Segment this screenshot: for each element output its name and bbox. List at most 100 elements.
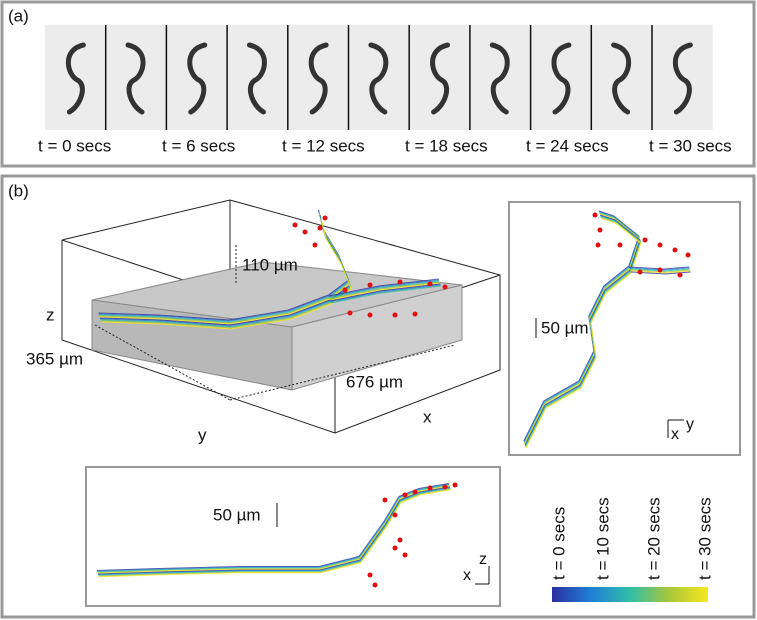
trajectories-side bbox=[96, 482, 458, 588]
endpoint bbox=[412, 311, 418, 317]
endpoint bbox=[597, 227, 603, 233]
scale-label: 50 µm bbox=[541, 318, 589, 337]
endpoint bbox=[397, 537, 403, 543]
trajectory bbox=[329, 281, 440, 300]
worm bbox=[672, 42, 693, 115]
panel-label: (a) bbox=[8, 6, 29, 25]
trajectory bbox=[330, 284, 441, 303]
time-label: t = 30 secs bbox=[649, 136, 732, 155]
endpoint bbox=[402, 552, 408, 558]
trajectory bbox=[97, 485, 450, 574]
panel-label: (b) bbox=[8, 181, 29, 200]
colorbar bbox=[552, 587, 708, 602]
endpoint bbox=[392, 512, 398, 518]
time-label: t = 12 secs bbox=[282, 136, 365, 155]
worm bbox=[368, 42, 389, 115]
trajectory bbox=[329, 282, 441, 301]
endpoint bbox=[367, 282, 373, 288]
trajectory bbox=[97, 483, 450, 572]
endpoint bbox=[322, 215, 328, 221]
axis-label: x bbox=[671, 426, 679, 443]
endpoint bbox=[427, 485, 433, 491]
time-label: t = 6 secs bbox=[162, 136, 235, 155]
endpoint bbox=[397, 279, 403, 285]
axis-label: x bbox=[463, 567, 471, 584]
endpoint bbox=[392, 545, 398, 551]
endpoint bbox=[342, 287, 348, 293]
trajectory bbox=[328, 278, 439, 297]
axes-glyph bbox=[667, 419, 684, 438]
worm bbox=[308, 42, 329, 115]
endpoint bbox=[412, 489, 418, 495]
worm bbox=[246, 42, 267, 115]
endpoint bbox=[592, 212, 598, 218]
trajectory bbox=[525, 217, 642, 449]
axis-label: y bbox=[198, 425, 207, 444]
axis-label: x bbox=[423, 407, 432, 426]
endpoint bbox=[672, 247, 678, 253]
endpoint bbox=[347, 310, 353, 316]
endpoint bbox=[657, 267, 663, 273]
colorbar-label: t = 10 secs bbox=[593, 497, 612, 580]
dimension-label: 676 µm bbox=[346, 372, 403, 391]
worm bbox=[551, 42, 572, 115]
endpoint bbox=[427, 281, 433, 287]
endpoint bbox=[402, 492, 408, 498]
dimension-label: 110 µm bbox=[242, 255, 298, 274]
endpoint bbox=[657, 242, 663, 248]
worm bbox=[65, 42, 86, 115]
time-label: t = 0 secs bbox=[38, 136, 111, 155]
trajectory bbox=[629, 267, 690, 271]
endpoint bbox=[442, 284, 448, 290]
scale-label: 50 µm bbox=[213, 505, 261, 524]
endpoint bbox=[302, 229, 308, 235]
worm bbox=[489, 42, 510, 115]
panel-b-frame bbox=[0, 174, 756, 619]
trajectory bbox=[101, 218, 352, 330]
endpoint bbox=[382, 497, 388, 503]
dimension-label: 365 µm bbox=[26, 349, 83, 368]
trajectory bbox=[96, 483, 450, 571]
axis-label: y bbox=[686, 416, 694, 433]
trajectory bbox=[98, 488, 451, 577]
trajectory bbox=[629, 268, 690, 272]
endpoint bbox=[642, 237, 648, 243]
trajectory bbox=[97, 484, 450, 573]
time-label: t = 24 secs bbox=[526, 136, 609, 155]
endpoint bbox=[637, 269, 643, 275]
axis-label: z bbox=[46, 305, 55, 324]
worm bbox=[611, 42, 632, 115]
worm bbox=[430, 42, 451, 115]
endpoint bbox=[677, 272, 683, 278]
trajectory bbox=[97, 485, 450, 574]
endpoint bbox=[452, 482, 458, 488]
trajectory bbox=[98, 487, 451, 576]
endpoint bbox=[292, 222, 298, 228]
trajectories-top bbox=[523, 210, 691, 449]
trajectory bbox=[330, 283, 441, 302]
endpoint bbox=[617, 242, 623, 248]
colorbar-label: t = 30 secs bbox=[695, 497, 714, 580]
axes-glyph bbox=[475, 566, 490, 585]
trajectory bbox=[329, 280, 440, 299]
endpoint bbox=[685, 252, 691, 258]
endpoint bbox=[367, 572, 373, 578]
side-view-frame bbox=[85, 466, 501, 607]
trajectory bbox=[330, 285, 441, 304]
colorbar-label: t = 20 secs bbox=[644, 497, 663, 580]
endpoint bbox=[317, 225, 323, 231]
trajectories-3d bbox=[98, 209, 448, 330]
endpoint bbox=[595, 242, 601, 248]
endpoint bbox=[367, 312, 373, 318]
endpoint bbox=[312, 242, 318, 248]
frame-strip bbox=[45, 25, 713, 130]
worm bbox=[187, 42, 208, 115]
panel-a-frame bbox=[0, 0, 756, 168]
time-label: t = 18 secs bbox=[405, 136, 488, 155]
axis-label: z bbox=[479, 551, 487, 568]
trajectory bbox=[329, 279, 440, 298]
worm bbox=[125, 42, 146, 115]
top-view-frame bbox=[508, 201, 741, 456]
endpoint bbox=[392, 312, 398, 318]
